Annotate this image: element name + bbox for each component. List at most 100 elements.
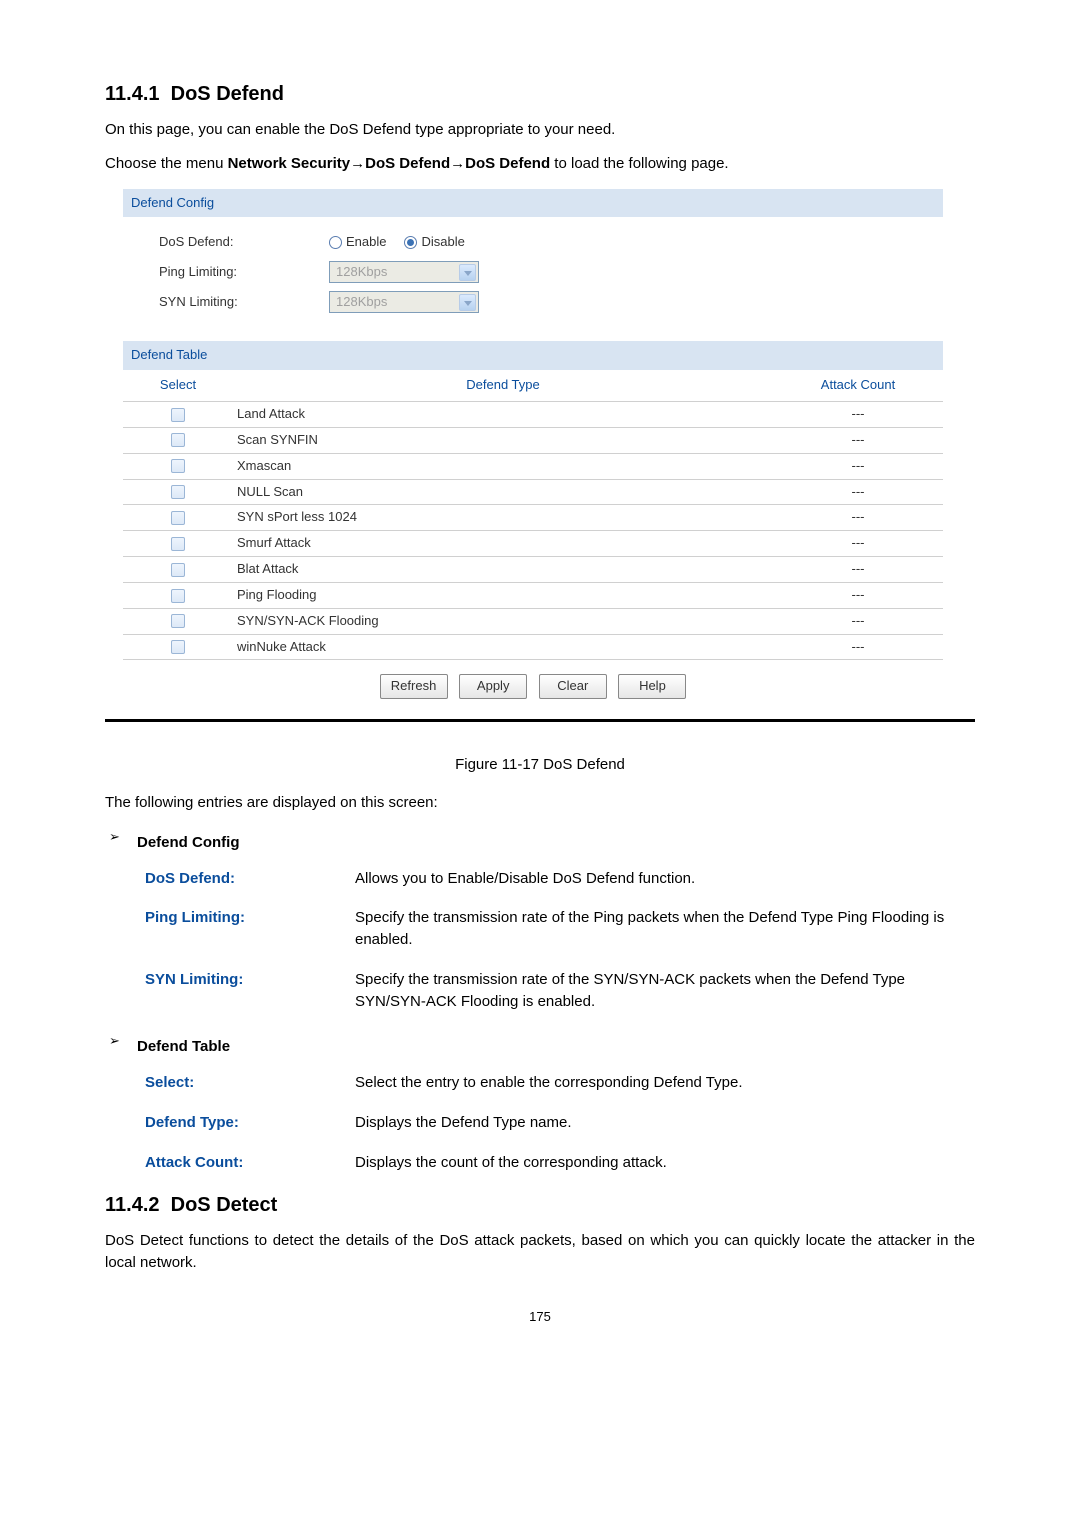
row-checkbox[interactable] (171, 485, 185, 499)
field-row: Attack Count:Displays the count of the c… (145, 1152, 975, 1174)
row-checkbox[interactable] (171, 563, 185, 577)
col-header-count: Attack Count (773, 370, 943, 401)
field-description: Select the entry to enable the correspon… (355, 1072, 975, 1094)
cell-attack-count: --- (773, 557, 943, 583)
row-checkbox[interactable] (171, 408, 185, 422)
col-header-select: Select (123, 370, 233, 401)
label-syn-limiting: SYN Limiting: (159, 293, 329, 312)
section-number: 11.4.2 (105, 1194, 160, 1216)
apply-button[interactable]: Apply (459, 674, 527, 699)
col-header-type: Defend Type (233, 370, 773, 401)
panel-header-defend-config: Defend Config (123, 189, 943, 218)
label-dos-defend: DoS Defend: (159, 233, 329, 252)
section-title: DoS Detect (171, 1194, 278, 1216)
row-checkbox[interactable] (171, 640, 185, 654)
cell-defend-type: Xmascan (233, 453, 773, 479)
table-row: SYN sPort less 1024--- (123, 505, 943, 531)
table-header-row: Select Defend Type Attack Count (123, 370, 943, 401)
row-checkbox[interactable] (171, 433, 185, 447)
label-ping-limiting: Ping Limiting: (159, 263, 329, 282)
cell-attack-count: --- (773, 453, 943, 479)
cell-defend-type: NULL Scan (233, 479, 773, 505)
table-row: NULL Scan--- (123, 479, 943, 505)
figure-caption: Figure 11-17 DoS Defend (105, 754, 975, 776)
cell-defend-type: Blat Attack (233, 557, 773, 583)
field-description: Displays the count of the corresponding … (355, 1152, 975, 1174)
table-row: Blat Attack--- (123, 557, 943, 583)
group-heading-defend-table: Defend Table (137, 1036, 230, 1058)
cell-defend-type: SYN/SYN-ACK Flooding (233, 608, 773, 634)
intro-paragraph-1: On this page, you can enable the DoS Def… (105, 119, 975, 141)
chevron-down-icon (459, 264, 476, 281)
section-heading-dos-detect: 11.4.2 DoS Detect (105, 1191, 975, 1220)
field-name: Select: (145, 1072, 355, 1094)
field-description: Allows you to Enable/Disable DoS Defend … (355, 868, 975, 890)
section-title: DoS Defend (171, 83, 284, 105)
clear-button[interactable]: Clear (539, 674, 607, 699)
select-syn-limiting[interactable]: 128Kbps (329, 291, 479, 313)
cell-attack-count: --- (773, 402, 943, 428)
field-row: Select:Select the entry to enable the co… (145, 1072, 975, 1094)
section-heading-dos-defend: 11.4.1 DoS Defend (105, 80, 975, 109)
panel-header-defend-table: Defend Table (123, 341, 943, 370)
cell-attack-count: --- (773, 479, 943, 505)
row-checkbox[interactable] (171, 459, 185, 473)
field-name: Defend Type: (145, 1112, 355, 1134)
field-description: Specify the transmission rate of the Pin… (355, 907, 975, 951)
table-row: SYN/SYN-ACK Flooding--- (123, 608, 943, 634)
menu-path-bold: Network Security→DoS Defend→DoS Defend (228, 155, 551, 172)
select-ping-limiting[interactable]: 128Kbps (329, 261, 479, 283)
section-number: 11.4.1 (105, 83, 160, 105)
menu-path-prefix: Choose the menu (105, 155, 228, 172)
cell-attack-count: --- (773, 505, 943, 531)
radio-disable-label: Disable (421, 233, 464, 252)
row-checkbox[interactable] (171, 589, 185, 603)
field-name: DoS Defend: (145, 868, 355, 890)
field-row: Defend Type:Displays the Defend Type nam… (145, 1112, 975, 1134)
row-syn-limiting: SYN Limiting: 128Kbps (159, 287, 943, 317)
chevron-down-icon (459, 294, 476, 311)
table-row: Xmascan--- (123, 453, 943, 479)
field-row: SYN Limiting:Specify the transmission ra… (145, 969, 975, 1013)
table-row: Scan SYNFIN--- (123, 427, 943, 453)
field-description: Displays the Defend Type name. (355, 1112, 975, 1134)
menu-path-paragraph: Choose the menu Network Security→DoS Def… (105, 153, 975, 175)
select-ping-value: 128Kbps (336, 263, 387, 282)
defend-config-body: DoS Defend: Enable Disable Ping Limiting… (123, 217, 943, 341)
refresh-button[interactable]: Refresh (380, 674, 448, 699)
table-row: Land Attack--- (123, 402, 943, 428)
intro-paragraph-2: DoS Detect functions to detect the detai… (105, 1230, 975, 1274)
field-name: Attack Count: (145, 1152, 355, 1174)
screenshot-dos-defend: Defend Config DoS Defend: Enable Disable… (123, 189, 943, 702)
defend-table: Select Defend Type Attack Count Land Att… (123, 370, 943, 660)
help-button[interactable]: Help (618, 674, 686, 699)
cell-attack-count: --- (773, 634, 943, 660)
table-row: Ping Flooding--- (123, 582, 943, 608)
row-checkbox[interactable] (171, 511, 185, 525)
cell-defend-type: Land Attack (233, 402, 773, 428)
field-name: SYN Limiting: (145, 969, 355, 1013)
radio-disable[interactable] (404, 236, 417, 249)
radio-enable[interactable] (329, 236, 342, 249)
cell-defend-type: Scan SYNFIN (233, 427, 773, 453)
cell-attack-count: --- (773, 582, 943, 608)
row-checkbox[interactable] (171, 614, 185, 628)
field-row: Ping Limiting:Specify the transmission r… (145, 907, 975, 951)
radio-enable-label: Enable (346, 233, 386, 252)
select-syn-value: 128Kbps (336, 293, 387, 312)
cell-attack-count: --- (773, 608, 943, 634)
bullet-icon: ➢ (109, 1030, 137, 1068)
cell-defend-type: Smurf Attack (233, 531, 773, 557)
cell-attack-count: --- (773, 531, 943, 557)
divider (105, 719, 975, 722)
field-row: DoS Defend:Allows you to Enable/Disable … (145, 868, 975, 890)
table-row: winNuke Attack--- (123, 634, 943, 660)
row-ping-limiting: Ping Limiting: 128Kbps (159, 257, 943, 287)
bullet-icon: ➢ (109, 826, 137, 864)
page-number: 175 (105, 1308, 975, 1327)
cell-defend-type: Ping Flooding (233, 582, 773, 608)
menu-path-suffix: to load the following page. (550, 155, 728, 172)
group-heading-defend-config: Defend Config (137, 832, 240, 854)
entries-intro: The following entries are displayed on t… (105, 792, 975, 814)
row-checkbox[interactable] (171, 537, 185, 551)
